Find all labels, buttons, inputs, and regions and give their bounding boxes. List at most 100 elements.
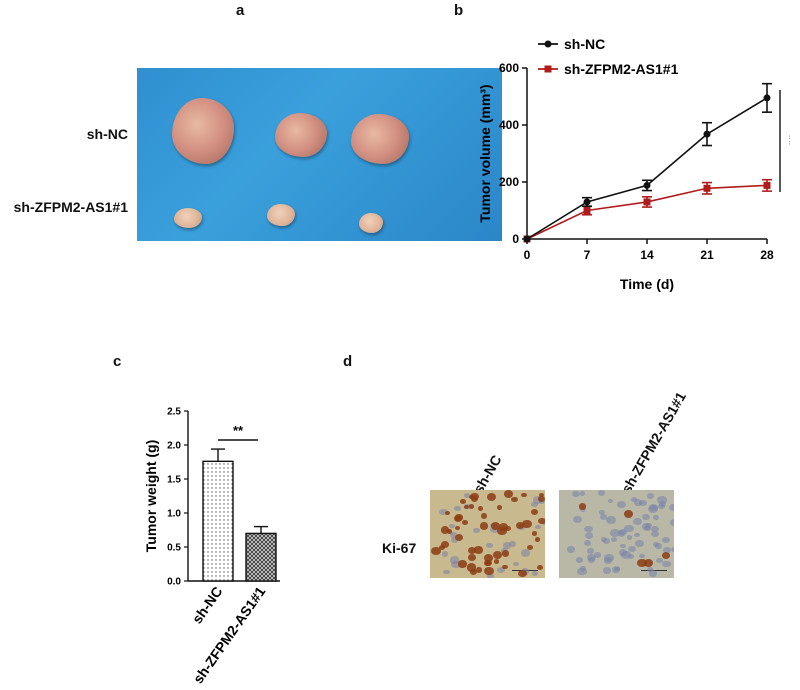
tumor-nc-3 [351, 114, 409, 164]
ki67-positive-cell [459, 498, 467, 505]
series-line-sh-NC [526, 97, 768, 240]
y-axis-label: Tumor volume (mm³) [477, 84, 493, 222]
ki67-positive-cell [530, 508, 539, 516]
significance-label: ** [782, 135, 790, 146]
ki67-positive-cell [470, 568, 478, 575]
ki67-positive-cell [643, 558, 653, 567]
y-tick-label: 400 [499, 118, 519, 132]
nucleus [533, 496, 543, 504]
nucleus [584, 532, 593, 539]
ki67-positive-cell [455, 525, 461, 531]
ki67-positive-cell [538, 517, 545, 525]
nucleus [599, 510, 606, 516]
nucleus [610, 537, 618, 543]
nucleus [611, 565, 621, 573]
nucleus [599, 513, 608, 520]
legend-marker [544, 40, 552, 48]
data-point [763, 94, 771, 102]
ki67-positive-cell [623, 509, 633, 518]
ki67-positive-cell [462, 520, 468, 525]
nucleus [643, 525, 651, 532]
tumor-kd-2 [267, 204, 295, 226]
nucleus [658, 501, 667, 508]
nucleus [449, 524, 455, 529]
panel-letter-d: d [343, 353, 353, 370]
y-tick-label: 2.0 [167, 441, 181, 452]
ki67-positive-cell [467, 547, 476, 555]
nucleus [647, 492, 655, 499]
y-tick-label: 2.5 [167, 407, 181, 418]
ki67-positive-cell [661, 552, 671, 560]
row-label-sh-nc: sh-NC [86, 126, 128, 142]
nucleus [509, 541, 517, 547]
bar-sh-NC [202, 460, 234, 582]
nucleus [641, 513, 650, 521]
bar-sh-ZFPM2-AS1#1 [245, 532, 277, 582]
ki67-positive-cell [480, 513, 488, 519]
x-tick-label: 0 [524, 248, 531, 262]
tumor-nc-1 [172, 98, 234, 164]
ki67-positive-cell [511, 497, 518, 503]
x-tick-label: 21 [700, 248, 714, 262]
y-tick-label: 0 [512, 232, 519, 246]
data-point [703, 130, 711, 138]
nucleus [663, 546, 671, 553]
x-axis-label: Time (d) [620, 276, 674, 292]
nucleus [531, 501, 539, 508]
legend-label: sh-ZFPM2-AS1#1 [564, 61, 679, 77]
nucleus [669, 519, 674, 527]
nucleus [634, 532, 640, 538]
nucleus [580, 491, 586, 496]
nucleus [650, 525, 660, 533]
ki67-positive-cell [536, 564, 544, 570]
ki67-positive-cell [474, 546, 483, 554]
nucleus [587, 547, 595, 554]
nucleus [633, 499, 642, 506]
y-tick-label: 0.0 [167, 577, 181, 588]
nucleus [453, 505, 461, 512]
x-tick-label: 7 [584, 248, 591, 262]
nucleus [451, 560, 461, 569]
data-point [583, 207, 591, 214]
column-label-sh-zfpm2: sh-ZFPM2-AS1#1 [618, 388, 690, 496]
ki67-positive-cell [483, 554, 494, 563]
x-tick-label: sh-NC [189, 584, 226, 627]
ki67-positive-cell [467, 553, 476, 561]
nucleus [441, 551, 448, 557]
x-tick-label: 14 [640, 248, 654, 262]
nucleus [627, 545, 636, 553]
nucleus [619, 528, 627, 535]
nucleus [450, 532, 458, 538]
nucleus [496, 566, 505, 574]
ki67-micrograph-sh-zfpm2 [559, 490, 674, 578]
nucleus [647, 567, 654, 573]
significance-label: ** [233, 423, 244, 438]
nucleus [656, 557, 664, 564]
tumor-photo [137, 68, 502, 241]
tumor-nc-2 [275, 113, 327, 157]
ki67-micrograph-sh-nc [430, 490, 545, 578]
tumor-volume-chart: 0 200 400 600 0 7 14 21 28 Time (d) Tumor volume (… [477, 36, 790, 292]
nucleus [662, 537, 670, 544]
nucleus [648, 570, 657, 577]
nucleus [584, 525, 593, 533]
panel-letter-b: b [454, 2, 464, 19]
y-tick-label: 1.0 [167, 509, 181, 520]
y-tick-label: 200 [499, 175, 519, 189]
ki67-positive-cell [526, 544, 534, 551]
ki67-positive-cell [469, 492, 479, 501]
nucleus [668, 503, 674, 512]
ki67-positive-cell [502, 564, 508, 570]
nucleus [486, 542, 493, 549]
nucleus [662, 560, 671, 568]
ki67-positive-cell [531, 531, 537, 536]
nucleus [639, 553, 645, 559]
nucleus [606, 516, 616, 524]
ki67-positive-cell [492, 550, 502, 559]
ki67-positive-cell [515, 522, 524, 529]
ki67-label: Ki-67 [382, 540, 417, 556]
tumor-kd-3 [359, 213, 383, 233]
nucleus [603, 567, 612, 574]
ki67-positive-cell [496, 504, 503, 510]
ki67-positive-cell [578, 503, 587, 510]
